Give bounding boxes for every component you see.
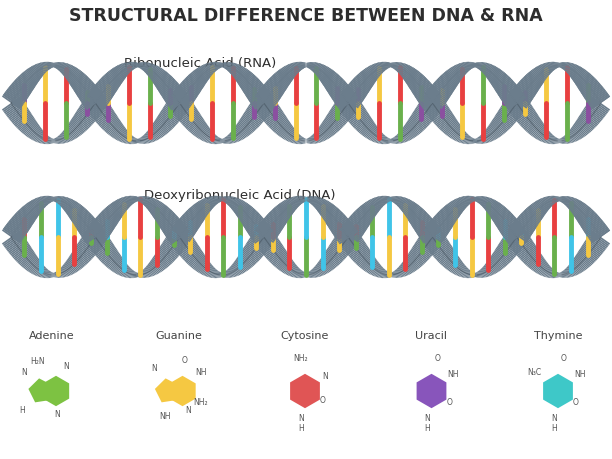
Polygon shape	[170, 377, 195, 405]
Text: O: O	[182, 356, 187, 365]
Text: N: N	[185, 406, 192, 415]
Text: O: O	[447, 398, 452, 407]
Text: N: N	[63, 362, 69, 371]
Text: Uracil: Uracil	[416, 331, 447, 341]
Polygon shape	[544, 375, 572, 407]
Text: O: O	[320, 396, 326, 405]
Text: Deoxyribonucleic Acid (DNA): Deoxyribonucleic Acid (DNA)	[144, 189, 336, 202]
Text: NH: NH	[159, 412, 170, 421]
Text: H₂N: H₂N	[31, 357, 45, 366]
Text: O: O	[561, 354, 567, 363]
Text: N: N	[322, 372, 328, 381]
Text: N: N	[152, 364, 157, 373]
Polygon shape	[291, 375, 319, 407]
Text: Thymine: Thymine	[534, 331, 582, 341]
Text: NH: NH	[574, 370, 586, 379]
Text: Ribonucleic Acid (RNA): Ribonucleic Acid (RNA)	[124, 56, 276, 69]
Text: N: N	[54, 410, 60, 419]
Text: Adenine: Adenine	[29, 331, 75, 341]
Text: O: O	[573, 398, 579, 407]
Text: H: H	[19, 406, 25, 415]
Text: H: H	[551, 424, 557, 433]
Text: NH: NH	[195, 368, 206, 377]
Text: O: O	[435, 354, 441, 363]
Text: N: N	[298, 414, 304, 423]
Polygon shape	[29, 380, 51, 401]
Text: N₃C: N₃C	[527, 368, 541, 377]
Text: NH₂: NH₂	[294, 354, 308, 363]
Text: H: H	[425, 424, 430, 433]
Polygon shape	[417, 375, 446, 407]
Text: STRUCTURAL DIFFERENCE BETWEEN DNA & RNA: STRUCTURAL DIFFERENCE BETWEEN DNA & RNA	[69, 7, 543, 25]
Polygon shape	[156, 380, 177, 401]
Text: N: N	[21, 368, 27, 377]
Polygon shape	[44, 377, 68, 405]
Text: Guanine: Guanine	[155, 331, 202, 341]
Text: NH: NH	[448, 370, 459, 379]
Text: H: H	[298, 424, 304, 433]
Text: N: N	[551, 414, 557, 423]
Text: N: N	[425, 414, 430, 423]
Text: NH₂: NH₂	[193, 398, 208, 407]
Text: Cytosine: Cytosine	[281, 331, 329, 341]
